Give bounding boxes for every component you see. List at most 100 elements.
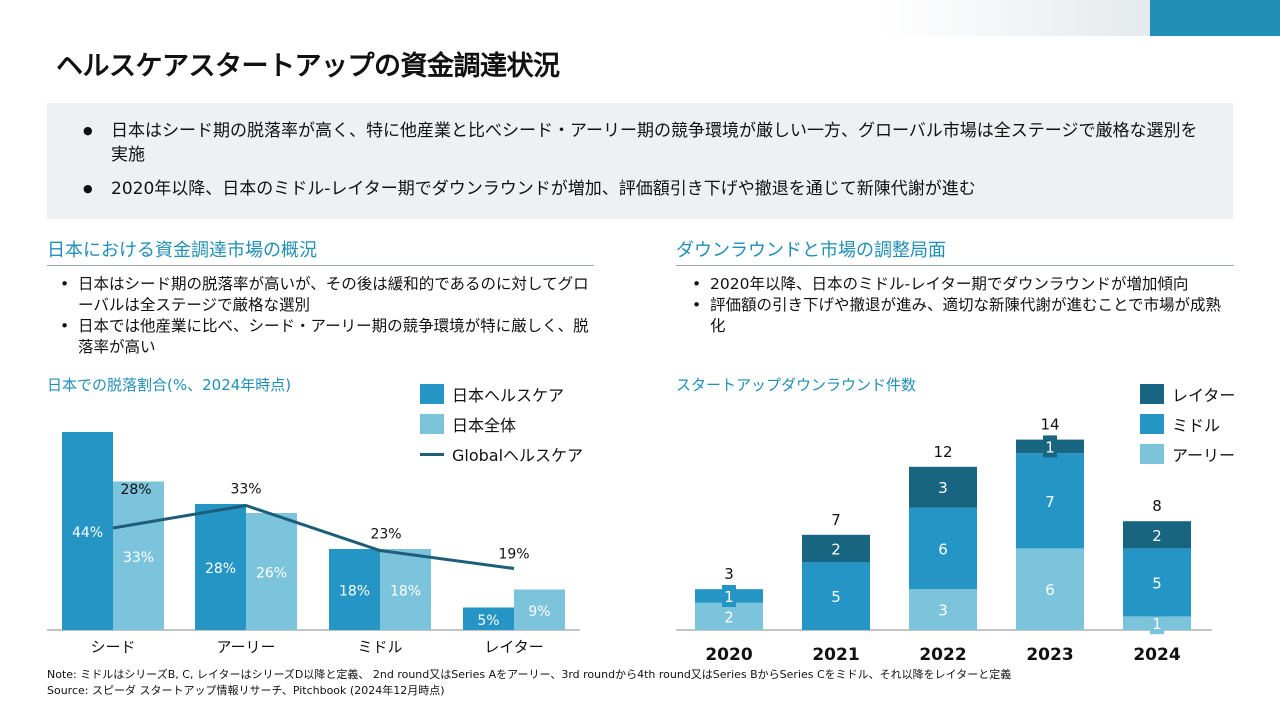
bar-segment-early xyxy=(1016,548,1084,630)
bar-japan-all xyxy=(246,513,297,630)
x-tick-label: 2021 xyxy=(812,645,859,665)
right-section-divider xyxy=(676,265,1234,266)
x-tick-label: 2022 xyxy=(919,645,966,665)
left-chart-title: 日本での脱落割合(%、2024年時点) xyxy=(47,376,292,394)
bar-segment-middle xyxy=(909,507,977,590)
legend-swatch xyxy=(1140,414,1164,434)
summary-point-2: 2020年以降、日本のミドル-レイター期でダウンラウンドが増加、評価額引き下げや… xyxy=(83,177,1203,201)
bar-total-label: 14 xyxy=(1040,416,1059,434)
legend-label: 日本全体 xyxy=(452,416,517,435)
x-tick-label: アーリー xyxy=(216,638,275,656)
bar-segment-later xyxy=(802,534,870,562)
left-bullet-1: 日本はシード期の脱落率が高いが、その後は緩和的であるのに対してグローバルは全ステ… xyxy=(54,274,594,316)
bar-japan-healthcare xyxy=(62,432,113,630)
line-value-label: 19% xyxy=(498,547,529,563)
line-value-label: 33% xyxy=(230,482,261,498)
bar-value-label: 5% xyxy=(477,613,499,629)
left-section-heading: 日本における資金調達市場の概況 xyxy=(47,240,317,261)
x-tick-label: シード xyxy=(90,638,135,656)
segment-value-label: 5 xyxy=(831,588,841,606)
legend-swatch xyxy=(1140,384,1164,404)
segment-value-label: 7 xyxy=(1045,493,1055,511)
right-chart-title: スタートアップダウンラウンド件数 xyxy=(676,376,917,394)
x-tick-label: 2023 xyxy=(1026,645,1073,665)
legend-swatch xyxy=(420,414,444,434)
x-tick-label: 2024 xyxy=(1133,645,1180,665)
segment-value-label: 6 xyxy=(938,540,948,558)
legend-later: レイター xyxy=(1140,382,1235,406)
bar-segment-later xyxy=(1123,521,1191,549)
line-value-label: 28% xyxy=(120,482,151,498)
segment-value-label: 2 xyxy=(1152,527,1162,545)
segment-label-box xyxy=(722,585,736,607)
left-section-divider xyxy=(47,265,594,266)
segment-value-label: 2 xyxy=(724,608,734,626)
footnote-source: Source: スピーダ スタートアップ情報リサーチ、Pitchbook (20… xyxy=(47,684,445,697)
legend-swatch xyxy=(420,384,444,404)
legend-line-swatch xyxy=(420,452,444,456)
bar-segment-early xyxy=(909,589,977,630)
bar-value-label: 18% xyxy=(339,584,370,600)
legend-label: ミドル xyxy=(1172,416,1221,435)
x-tick-label: 2020 xyxy=(705,645,752,665)
summary-box: 日本はシード期の脱落率が高く、特に他産業と比べシード・アーリー期の競争環境が厳し… xyxy=(47,103,1233,219)
segment-value-label: 5 xyxy=(1152,574,1162,592)
segment-value-label: 1 xyxy=(724,588,734,606)
right-bullet-2: 評価額の引き下げや撤退が進み、適切な新陳代謝が進むことで市場が成熟化 xyxy=(686,295,1234,337)
legend-label: Globalヘルスケア xyxy=(452,446,584,465)
bar-total-label: 3 xyxy=(724,565,734,583)
line-value-label: 23% xyxy=(370,527,401,543)
bar-japan-all xyxy=(514,589,565,630)
legend-global-healthcare: Globalヘルスケア xyxy=(420,442,583,466)
legend-label: 日本ヘルスケア xyxy=(452,386,565,405)
segment-label-box xyxy=(1150,612,1164,635)
x-tick-label: レイター xyxy=(484,638,543,656)
bar-value-label: 44% xyxy=(72,525,103,541)
right-bullet-1: 2020年以降、日本のミドル-レイター期でダウンラウンドが増加傾向 xyxy=(686,274,1234,295)
legend-japan-all: 日本全体 xyxy=(420,412,516,436)
segment-value-label: 1 xyxy=(1045,438,1055,456)
segment-value-label: 6 xyxy=(1045,581,1055,599)
bar-japan-healthcare xyxy=(195,504,246,630)
bar-value-label: 28% xyxy=(205,561,236,577)
left-bullets: 日本はシード期の脱落率が高いが、その後は緩和的であるのに対してグローバルは全ステ… xyxy=(54,274,594,358)
bar-japan-all xyxy=(380,549,431,630)
bar-japan-healthcare xyxy=(463,607,514,630)
bar-segment-early xyxy=(695,602,763,630)
legend-middle: ミドル xyxy=(1140,412,1220,436)
bar-japan-all xyxy=(113,481,164,630)
page-title: ヘルスケアスタートアップの資金調達状況 xyxy=(56,51,560,82)
bar-total-label: 7 xyxy=(831,511,841,529)
summary-point-1: 日本はシード期の脱落率が高く、特に他産業と比べシード・アーリー期の競争環境が厳し… xyxy=(83,119,1203,167)
bar-segment-middle xyxy=(1123,548,1191,617)
segment-label-box xyxy=(1043,435,1057,458)
bar-segment-later xyxy=(909,466,977,508)
top-decoration-bar xyxy=(880,0,1280,36)
left-bullet-2: 日本では他産業に比べ、シード・アーリー期の競争環境が特に厳しく、脱落率が高い xyxy=(54,316,594,358)
segment-value-label: 3 xyxy=(938,602,948,620)
bar-value-label: 18% xyxy=(390,584,421,600)
right-section-heading: ダウンラウンドと市場の調整局面 xyxy=(676,240,946,261)
segment-value-label: 3 xyxy=(938,479,948,497)
line-global-healthcare xyxy=(112,503,515,570)
right-bullets: 2020年以降、日本のミドル-レイター期でダウンラウンドが増加傾向 評価額の引き… xyxy=(686,274,1234,337)
bar-total-label: 8 xyxy=(1152,497,1162,515)
segment-value-label: 2 xyxy=(831,540,841,558)
segment-value-label: 1 xyxy=(1152,615,1162,633)
footnote-note: Note: ミドルはシリーズB, C, レイターはシリーズD以降と定義、 2nd… xyxy=(47,668,1012,681)
bar-value-label: 9% xyxy=(528,604,550,620)
top-accent-block xyxy=(1150,0,1280,36)
bar-total-label: 12 xyxy=(933,443,952,461)
bar-value-label: 33% xyxy=(123,550,154,566)
bar-segment-middle xyxy=(802,562,870,630)
legend-label: アーリー xyxy=(1172,446,1236,465)
bar-segment-middle xyxy=(1016,453,1084,549)
legend-early: アーリー xyxy=(1140,442,1235,466)
legend-swatch xyxy=(1140,444,1164,464)
legend-label: レイター xyxy=(1172,386,1236,405)
x-tick-label: ミドル xyxy=(357,638,402,656)
legend-japan-healthcare: 日本ヘルスケア xyxy=(420,382,564,406)
bar-value-label: 26% xyxy=(256,566,287,582)
